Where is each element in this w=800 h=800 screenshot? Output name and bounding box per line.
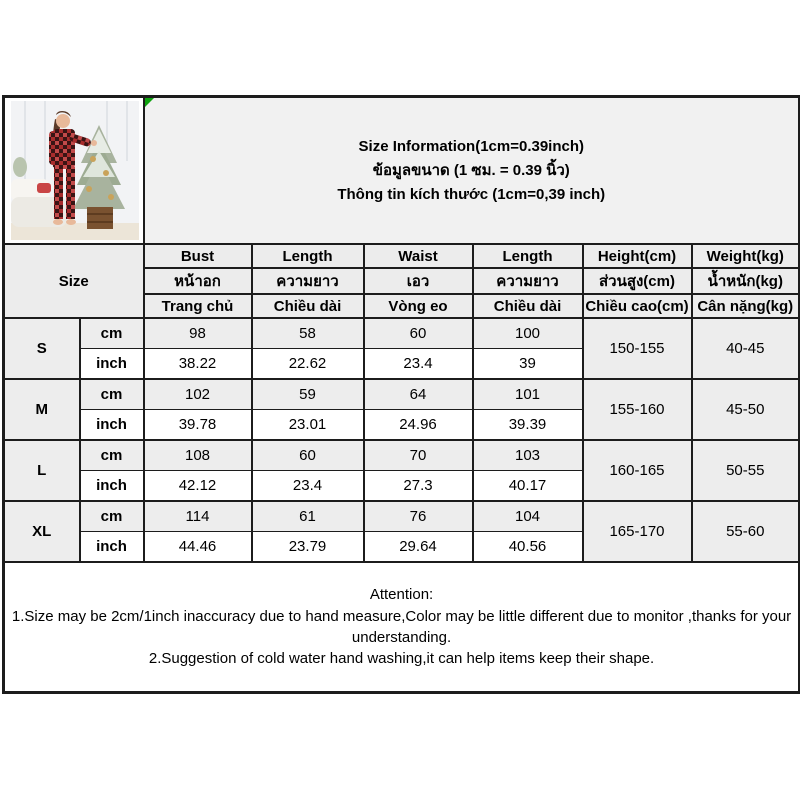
title-cell: Size Information(1cm=0.39inch) ข้อมูลขนา…: [142, 95, 800, 245]
value-cell: 23.79: [250, 531, 365, 563]
value-cell: 27.3: [362, 470, 474, 502]
height-range-xl: 165-170: [581, 500, 693, 563]
value-cell: 98: [142, 317, 253, 349]
value-cell: 23.4: [362, 348, 474, 380]
value-cell: 100: [471, 317, 584, 349]
value-cell: 58: [250, 317, 365, 349]
unit-label: cm: [78, 500, 145, 532]
value-cell: 60: [250, 439, 365, 471]
col-header-bust-en: Bust: [142, 243, 253, 269]
row-l-inch: inch 42.12 23.4 27.3 40.17: [4, 470, 800, 502]
attention-note-1: 1.Size may be 2cm/1inch inaccuracy due t…: [11, 607, 792, 646]
weight-range-xl: 55-60: [690, 500, 800, 563]
attention-row: Attention: 1.Size may be 2cm/1inch inacc…: [2, 561, 800, 694]
christmas-tree: [73, 125, 125, 229]
row-s-inch: inch 38.22 22.62 23.4 39: [4, 348, 800, 380]
weight-range-m: 45-50: [690, 378, 800, 441]
header-row-vi: Trang chủ Chiều dài Vòng eo Chiều dài Ch…: [4, 293, 800, 319]
value-cell: 70: [362, 439, 474, 471]
value-cell: 108: [142, 439, 253, 471]
col-header-length1-th: ความยาว: [250, 267, 365, 295]
header-row-en: Size Bust Length Waist Length Height(cm)…: [2, 243, 800, 319]
col-header-waist-vi: Vòng eo: [362, 293, 474, 319]
attention-cell: Attention: 1.Size may be 2cm/1inch inacc…: [2, 561, 800, 694]
value-cell: 114: [142, 500, 253, 532]
col-header-waist-th: เอว: [362, 267, 474, 295]
height-range-l: 160-165: [581, 439, 693, 502]
unit-label: cm: [78, 439, 145, 471]
height-range-s: 150-155: [581, 317, 693, 380]
col-header-weight-en: Weight(kg): [690, 243, 800, 269]
size-header-cell: Size: [2, 243, 145, 319]
size-label-m: M: [2, 378, 81, 441]
size-label-s: S: [2, 317, 81, 380]
value-cell: 38.22: [142, 348, 253, 380]
value-cell: 39.78: [142, 409, 253, 441]
value-cell: 39.39: [471, 409, 584, 441]
value-cell: 23.01: [250, 409, 365, 441]
size-label-xl: XL: [2, 500, 81, 563]
unit-label: cm: [78, 378, 145, 410]
value-cell: 22.62: [250, 348, 365, 380]
col-header-height-en: Height(cm): [581, 243, 693, 269]
value-cell: 23.4: [250, 470, 365, 502]
row-s-cm: S cm 98 58 60 100 150-155 40-45: [2, 317, 800, 380]
title-line-th: ข้อมูลขนาด (1 ซม. = 0.39 นิ้ว): [372, 161, 570, 179]
row-m-inch: inch 39.78 23.01 24.96 39.39: [4, 409, 800, 441]
value-cell: 103: [471, 439, 584, 471]
title-line-vi: Thông tin kích thước (1cm=0,39 inch): [337, 185, 606, 203]
col-header-bust-th: หน้าอก: [142, 267, 253, 295]
col-header-length2-th: ความยาว: [471, 267, 584, 295]
title-row: Size Information(1cm=0.39inch) ข้อมูลขนา…: [2, 95, 800, 245]
col-header-length1-en: Length: [250, 243, 365, 269]
col-header-length1-vi: Chiều dài: [250, 293, 365, 319]
value-cell: 59: [250, 378, 365, 410]
cell-flag-icon: [145, 98, 154, 107]
value-cell: 40.17: [471, 470, 584, 502]
weight-range-s: 40-45: [690, 317, 800, 380]
value-cell: 39: [471, 348, 584, 380]
col-header-length2-en: Length: [471, 243, 584, 269]
height-range-m: 155-160: [581, 378, 693, 441]
row-xl-cm: XL cm 114 61 76 104 165-170 55-60: [2, 500, 800, 563]
value-cell: 61: [250, 500, 365, 532]
value-cell: 104: [471, 500, 584, 532]
value-cell: 60: [362, 317, 474, 349]
product-photo-illustration: [11, 101, 139, 240]
row-xl-inch: inch 44.46 23.79 29.64 40.56: [4, 531, 800, 563]
row-m-cm: M cm 102 59 64 101 155-160 45-50: [2, 378, 800, 441]
col-header-height-vi: Chiều cao(cm): [581, 293, 693, 319]
col-header-weight-vi: Cân nặng(kg): [690, 293, 800, 319]
value-cell: 24.96: [362, 409, 474, 441]
attention-note-2: 2.Suggestion of cold water hand washing,…: [148, 650, 655, 668]
value-cell: 102: [142, 378, 253, 410]
unit-label: inch: [78, 470, 145, 502]
unit-label: cm: [78, 317, 145, 349]
col-header-length2-vi: Chiều dài: [471, 293, 584, 319]
row-l-cm: L cm 108 60 70 103 160-165 50-55: [2, 439, 800, 502]
col-header-bust-vi: Trang chủ: [142, 293, 253, 319]
size-label-l: L: [2, 439, 81, 502]
attention-heading: Attention:: [369, 586, 434, 604]
value-cell: 44.46: [142, 531, 253, 563]
unit-label: inch: [78, 348, 145, 380]
weight-range-l: 50-55: [690, 439, 800, 502]
unit-label: inch: [78, 409, 145, 441]
col-header-weight-th: น้ำหนัก(kg): [690, 267, 800, 295]
value-cell: 64: [362, 378, 474, 410]
value-cell: 101: [471, 378, 584, 410]
header-row-th: หน้าอก ความยาว เอว ความยาว ส่วนสูง(cm) น…: [4, 267, 800, 295]
value-cell: 40.56: [471, 531, 584, 563]
col-header-waist-en: Waist: [362, 243, 474, 269]
size-chart-table: Size Information(1cm=0.39inch) ข้อมูลขนา…: [2, 95, 800, 694]
title-line-en: Size Information(1cm=0.39inch): [358, 137, 585, 155]
value-cell: 42.12: [142, 470, 253, 502]
value-cell: 76: [362, 500, 474, 532]
product-photo: [6, 98, 142, 242]
col-header-height-th: ส่วนสูง(cm): [581, 267, 693, 295]
model-figure: [49, 111, 97, 225]
product-photo-cell: [2, 95, 145, 245]
unit-label: inch: [78, 531, 145, 563]
value-cell: 29.64: [362, 531, 474, 563]
